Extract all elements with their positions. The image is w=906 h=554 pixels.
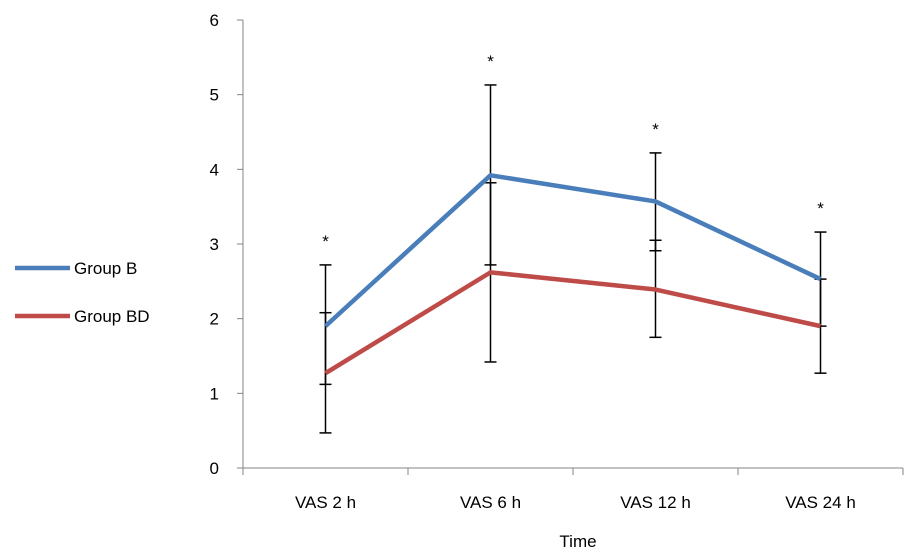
y-tick-label: 6 [210, 11, 219, 30]
error-bars [319, 84, 827, 434]
y-tick-label: 1 [210, 384, 219, 403]
series-line-group-b [323, 173, 822, 328]
axes: 0 1 2 3 4 5 6 VAS 2 h VAS 6 h VAS 12 h VAS 24 h Tim… [210, 11, 904, 551]
series-line-group-bd [324, 270, 821, 376]
y-tick-label: 4 [210, 160, 219, 179]
significance-marks: * * * * [322, 52, 824, 251]
y-tick-label: 0 [210, 459, 219, 478]
significance-asterisk: * [817, 199, 824, 218]
significance-asterisk: * [322, 232, 329, 251]
legend-label: Group BD [74, 307, 150, 326]
x-tick-label: VAS 24 h [785, 493, 856, 512]
x-tick-label: VAS 6 h [460, 493, 521, 512]
x-axis-title: Time [559, 532, 596, 551]
significance-asterisk: * [652, 120, 659, 139]
y-tick-label: 2 [210, 310, 219, 329]
x-tick-label: VAS 12 h [620, 493, 691, 512]
legend: Group B Group BD [15, 259, 150, 326]
legend-label: Group B [74, 259, 137, 278]
significance-asterisk: * [487, 52, 494, 71]
x-tick-label: VAS 2 h [295, 493, 356, 512]
y-tick-label: 3 [210, 235, 219, 254]
y-tick-label: 5 [210, 86, 219, 105]
series-lines [323, 173, 822, 376]
